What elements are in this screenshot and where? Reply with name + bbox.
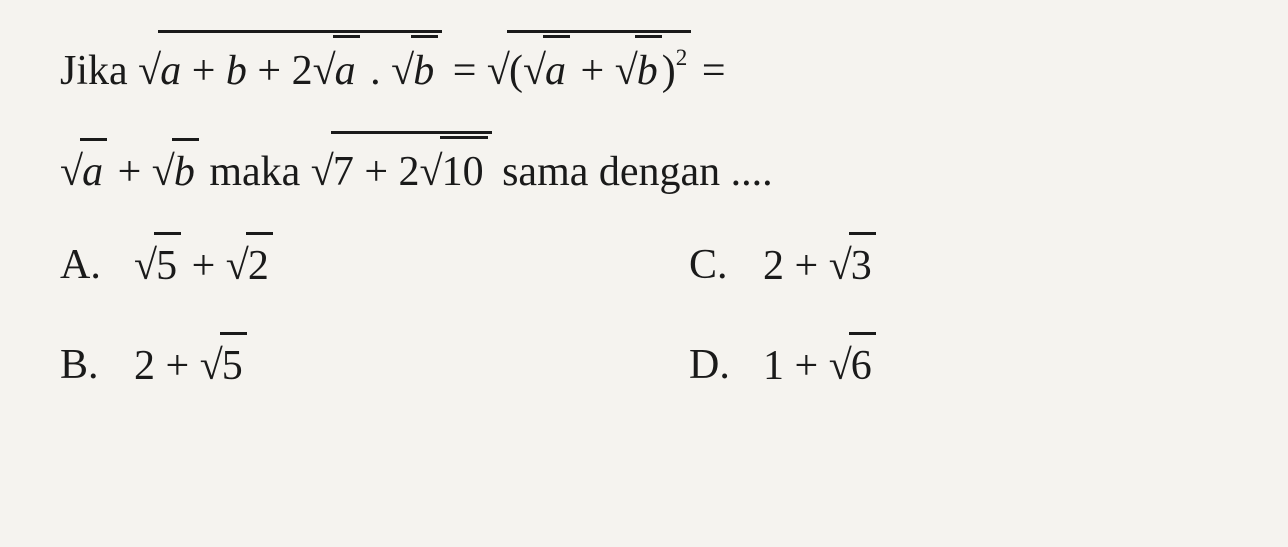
sqrt-expression-3: √ 7 + 2√10 <box>311 131 492 204</box>
rparen: ) <box>662 48 676 94</box>
option-letter: C. <box>689 234 745 297</box>
option-lhs: 2 <box>134 343 155 389</box>
option-expr: 2 + √5 <box>134 332 247 398</box>
option-lhs: 2 <box>763 243 784 289</box>
op-plus: + <box>795 243 819 289</box>
radicand-b: b <box>411 35 438 103</box>
option-lhs: 1 <box>763 343 784 389</box>
radicand-a: a <box>543 35 570 103</box>
radicand-b: b <box>172 138 199 204</box>
option-c[interactable]: C. 2 + √3 <box>689 232 1258 298</box>
sqrt-term: √2 <box>226 232 273 298</box>
option-d[interactable]: D. 1 + √6 <box>689 332 1258 398</box>
question-line-2: √a + √b maka √ 7 + 2√10 sama dengan .... <box>60 131 1258 204</box>
sqrt-term: √5 <box>134 232 181 298</box>
radicand-10: 10 <box>440 136 488 204</box>
option-a[interactable]: A. √5 + √2 <box>60 232 629 298</box>
lparen: ( <box>509 48 523 94</box>
var-a: a <box>160 48 181 94</box>
option-expr: 2 + √3 <box>763 232 876 298</box>
sqrt-a-inner: √a <box>523 35 570 103</box>
text-jika: Jika <box>60 48 138 94</box>
op-equals: = <box>702 48 726 94</box>
sqrt-term: √3 <box>829 232 876 298</box>
option-letter: A. <box>60 234 116 297</box>
sqrt-a: √a <box>313 35 360 103</box>
op-plus: + <box>257 48 281 94</box>
option-lhs: 5 <box>154 232 181 298</box>
coef-two: 2 <box>292 48 313 94</box>
exponent-2: 2 <box>676 44 688 70</box>
sqrt-expression-1: √ a + b + 2√a . √b <box>138 30 442 103</box>
option-expr: √5 + √2 <box>134 232 273 298</box>
var-b: b <box>226 48 247 94</box>
radicand-b: b <box>635 35 662 103</box>
sqrt-b-inner: √b <box>615 35 662 103</box>
coef-two: 2 <box>399 149 420 195</box>
radicand-a: a <box>333 35 360 103</box>
sqrt-a-2: √a <box>60 138 107 204</box>
option-letter: B. <box>60 334 116 397</box>
sqrt-b: √b <box>391 35 438 103</box>
radicand-1: a + b + 2√a . √b <box>158 30 442 103</box>
op-plus: + <box>364 149 388 195</box>
radicand-3: 7 + 2√10 <box>331 131 492 204</box>
op-plus: + <box>795 343 819 389</box>
sqrt-term: √5 <box>200 332 247 398</box>
sqrt-expression-2: √ (√a + √b)2 <box>487 30 691 103</box>
option-rhs: 5 <box>220 332 247 398</box>
text-maka: maka <box>209 149 310 195</box>
sqrt-10: √10 <box>420 136 488 204</box>
sqrt-term: √6 <box>829 332 876 398</box>
op-plus: + <box>192 243 216 289</box>
math-question: Jika √ a + b + 2√a . √b = √ (√a + √b)2 = <box>60 30 1258 398</box>
question-line-1: Jika √ a + b + 2√a . √b = √ (√a + √b)2 = <box>60 30 1258 103</box>
op-plus: + <box>192 48 216 94</box>
radicand-2: (√a + √b)2 <box>507 30 691 103</box>
op-plus: + <box>166 343 190 389</box>
option-expr: 1 + √6 <box>763 332 876 398</box>
op-plus: + <box>118 149 142 195</box>
radicand-a: a <box>80 138 107 204</box>
op-dot: . <box>370 48 381 94</box>
option-rhs: 3 <box>849 232 876 298</box>
option-rhs: 6 <box>849 332 876 398</box>
op-plus: + <box>581 48 605 94</box>
val-7: 7 <box>333 149 354 195</box>
op-equals: = <box>453 48 477 94</box>
sqrt-b-2: √b <box>152 138 199 204</box>
text-sama-dengan: sama dengan .... <box>502 149 773 195</box>
options-grid: A. √5 + √2 C. 2 + √3 B. 2 + √5 D. <box>60 232 1258 398</box>
option-b[interactable]: B. 2 + √5 <box>60 332 629 398</box>
option-letter: D. <box>689 334 745 397</box>
option-rhs: 2 <box>246 232 273 298</box>
